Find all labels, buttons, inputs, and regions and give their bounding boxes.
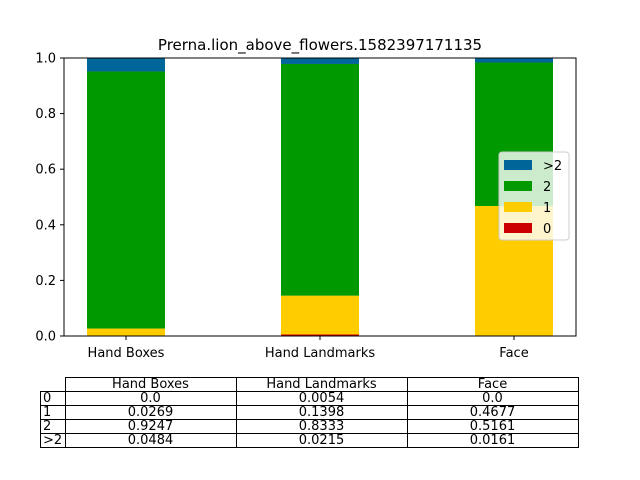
table-row-label: >2 bbox=[40, 433, 66, 448]
legend-label: 1 bbox=[543, 201, 551, 216]
bar-segment bbox=[281, 334, 359, 336]
legend-box bbox=[498, 151, 570, 241]
bars bbox=[87, 58, 553, 336]
table-cell: 0.1398 bbox=[235, 405, 408, 420]
table-column-header: Hand Landmarks bbox=[235, 377, 408, 392]
bar-segment bbox=[281, 295, 359, 335]
table-cell: 0.9247 bbox=[64, 419, 237, 434]
y-tick-label: 0.8 bbox=[35, 107, 56, 122]
legend-swatch bbox=[504, 181, 532, 191]
table-corner bbox=[40, 377, 66, 392]
bar-segment bbox=[87, 328, 165, 336]
legend-swatch bbox=[504, 160, 532, 170]
table-cell: 0.0054 bbox=[235, 391, 408, 406]
table-row: 0 0.0 0.0054 0.0 bbox=[40, 391, 579, 406]
table-cell: 0.0161 bbox=[406, 433, 579, 448]
x-tick-label: Hand Landmarks bbox=[265, 346, 376, 361]
table-row-label: 0 bbox=[40, 391, 66, 406]
y-tick-label: 1.0 bbox=[35, 52, 56, 67]
legend-swatch bbox=[504, 202, 532, 212]
table-cell: 0.0 bbox=[64, 391, 237, 406]
bar-segment bbox=[281, 58, 359, 64]
bar-segment bbox=[475, 58, 553, 63]
table-cell: 0.0269 bbox=[64, 405, 237, 420]
table-cell: 0.8333 bbox=[235, 419, 408, 434]
table-cell: 0.0484 bbox=[64, 433, 237, 448]
table-cell: 0.5161 bbox=[406, 419, 579, 434]
legend-label: 0 bbox=[543, 222, 551, 237]
table-cell: 0.0215 bbox=[235, 433, 408, 448]
legend: >2 2 1 0 bbox=[498, 151, 570, 241]
table-header-row: Hand Boxes Hand Landmarks Face bbox=[40, 377, 579, 392]
stacked-bar-chart: Prerna.lion_above_flowers.1582397171135 … bbox=[35, 36, 577, 361]
legend-swatch bbox=[504, 223, 532, 233]
legend-label: 2 bbox=[543, 180, 551, 195]
bar-segment bbox=[87, 71, 165, 329]
table-cell: 0.0 bbox=[406, 391, 579, 406]
table-cell: 0.4677 bbox=[406, 405, 579, 420]
x-tick-label: Face bbox=[499, 346, 528, 361]
y-tick-label: 0.6 bbox=[35, 163, 56, 178]
bar-segment bbox=[87, 58, 165, 72]
y-tick-label: 0.0 bbox=[35, 330, 56, 345]
legend-label: >2 bbox=[543, 159, 562, 174]
chart-title: Prerna.lion_above_flowers.1582397171135 bbox=[158, 36, 482, 55]
x-tick-label: Hand Boxes bbox=[88, 346, 165, 361]
table-row-label: 2 bbox=[40, 419, 66, 434]
table-row: 2 0.9247 0.8333 0.5161 bbox=[40, 419, 579, 434]
table-row: >2 0.0484 0.0215 0.0161 bbox=[40, 433, 579, 448]
y-tick-label: 0.4 bbox=[35, 218, 56, 233]
axes: 0.0 0.2 0.4 0.6 0.8 1.0 Hand Boxes Hand Landmar… bbox=[35, 52, 577, 361]
table-column-header: Face bbox=[406, 377, 579, 392]
data-table: Hand Boxes Hand Landmarks Face 0 0.0 0.0… bbox=[40, 377, 579, 448]
table-column-header: Hand Boxes bbox=[64, 377, 237, 392]
bar-segment bbox=[281, 63, 359, 296]
y-tick-label: 0.2 bbox=[35, 274, 56, 289]
table-row-label: 1 bbox=[40, 405, 66, 420]
table-row: 1 0.0269 0.1398 0.4677 bbox=[40, 405, 579, 420]
